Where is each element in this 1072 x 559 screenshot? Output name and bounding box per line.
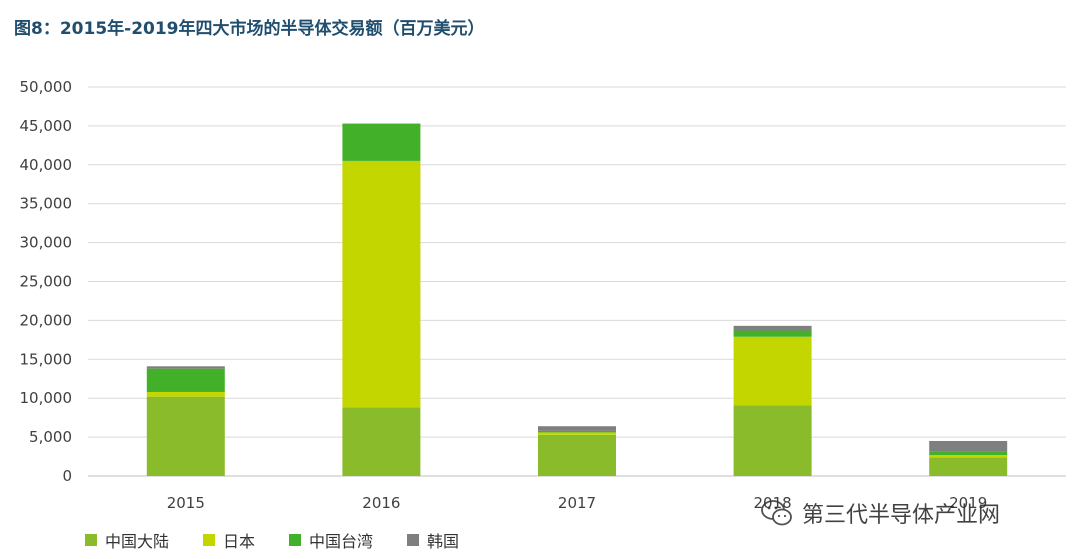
- legend-swatch-japan: [203, 534, 216, 546]
- legend-item-mainland: 中国大陆: [85, 528, 169, 552]
- watermark: 第三代半导体产业网: [760, 496, 1000, 530]
- bar-segment: [929, 454, 1008, 458]
- bar-segment: [146, 368, 225, 392]
- y-tick-label: 20,000: [20, 311, 73, 329]
- watermark-text: 第三代半导体产业网: [802, 503, 1001, 528]
- bar-segment: [538, 430, 616, 433]
- bar-segment: [733, 336, 812, 406]
- y-tick-label: 50,000: [20, 78, 73, 96]
- x-tick-label: 2019: [949, 494, 987, 512]
- legend: 中国大陆 日本 中国台湾 韩国: [85, 528, 459, 552]
- wechat-icon: [761, 500, 792, 526]
- bar-segment: [538, 432, 616, 435]
- bar-segment: [929, 451, 1008, 455]
- bar-segment: [146, 366, 225, 369]
- legend-item-korea: 韩国: [407, 528, 459, 552]
- y-tick-label: 5,000: [29, 428, 72, 446]
- legend-label-taiwan: 中国台湾: [309, 532, 374, 551]
- legend-item-taiwan: 中国台湾: [289, 528, 373, 552]
- legend-label-japan: 日本: [223, 532, 256, 551]
- bar-segment: [342, 407, 421, 476]
- legend-swatch-mainland: [85, 534, 97, 546]
- y-tick-label: 10,000: [20, 389, 73, 407]
- y-tick-label: 45,000: [20, 117, 73, 135]
- y-tick-label: 40,000: [20, 156, 73, 174]
- legend-item-japan: 日本: [203, 528, 255, 552]
- stacked-bar-chart: 0 5,000 10,000 15,000 20,000 25,000 30,000 35,0…: [20, 78, 1066, 512]
- bar-segment: [146, 391, 225, 397]
- bar-segment: [929, 457, 1008, 476]
- legend-swatch-taiwan: [289, 534, 302, 546]
- bar-segment: [538, 434, 616, 476]
- bar-segment: [733, 330, 812, 337]
- legend-label-korea: 韩国: [427, 532, 460, 551]
- x-tick-label: 2016: [362, 494, 400, 512]
- bar-segment: [733, 405, 812, 476]
- legend-label-mainland: 中国大陆: [105, 532, 170, 551]
- y-tick-label: 30,000: [20, 234, 73, 252]
- bar-segment: [538, 426, 616, 431]
- y-tick-label: 15,000: [20, 350, 73, 368]
- y-tick-label: 25,000: [20, 273, 73, 291]
- y-tick-label: 35,000: [20, 195, 73, 213]
- page-title: 图8：2015年-2019年四大市场的半导体交易额（百万美元）: [14, 19, 485, 39]
- bar-segment: [929, 440, 1008, 452]
- x-tick-label: 2015: [167, 494, 205, 512]
- bar-segment: [342, 160, 421, 408]
- legend-swatch-korea: [407, 534, 420, 546]
- bar-segment: [146, 396, 225, 476]
- x-tick-label: 2017: [558, 494, 596, 512]
- y-tick-label: 0: [62, 467, 72, 485]
- bar-segment: [342, 123, 421, 161]
- bar-segment: [733, 325, 812, 331]
